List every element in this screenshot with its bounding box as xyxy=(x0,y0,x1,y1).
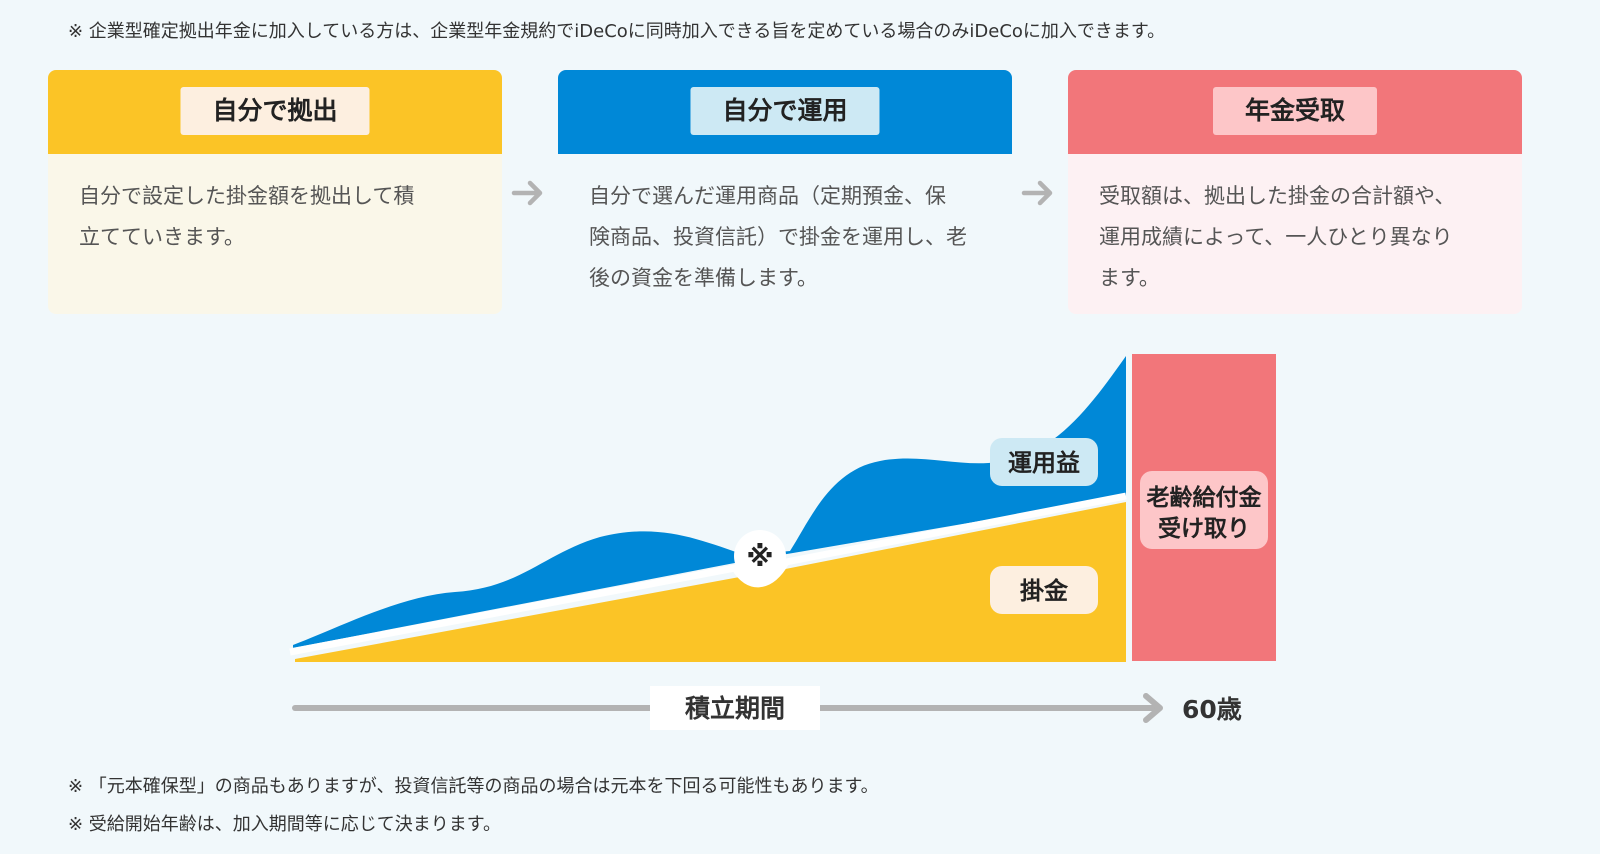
step-card-header: 年金受取 xyxy=(1068,70,1522,154)
payout-label-box xyxy=(1140,471,1268,549)
timeline-arrowhead xyxy=(1143,693,1163,723)
investment-gain-area xyxy=(293,356,1126,648)
step-card-contribute: 自分で拠出 自分で設定した掛金額を拠出して積 立てていきます。 xyxy=(48,70,502,314)
payout-label-line: 老齢給付金 xyxy=(1146,484,1263,511)
axis-label-box xyxy=(650,686,820,730)
step-description-line: ます。 xyxy=(1099,266,1160,290)
bottom-note: ※ 「元本確保型」の商品もありますが、投資信託等の商品の場合は元本を下回る可能性… xyxy=(68,776,879,797)
right-arrow-icon xyxy=(1021,180,1053,206)
step-description-line: 後の資金を準備します。 xyxy=(589,266,818,290)
dip-mark: ※ xyxy=(746,540,773,573)
contribution-area xyxy=(295,502,1126,662)
step-description: 自分で選んだ運用商品（定期預金、保 険商品、投資信託）で掛金を運用し、老 後の資… xyxy=(558,154,1012,314)
step-description: 受取額は、拠出した掛金の合計額や、 運用成績によって、一人ひとり異なり ます。 xyxy=(1068,154,1522,314)
bottom-note: ※ 受給開始年齢は、加入期間等に応じて決まります。 xyxy=(68,814,502,835)
principal-line xyxy=(289,492,1127,656)
step-title: 年金受取 xyxy=(1212,87,1378,135)
step-card-header: 自分で拠出 xyxy=(48,70,502,154)
top-note: ※ 企業型確定拠出年金に加入している方は、企業型年金規約でiDeCoに同時加入で… xyxy=(68,21,1166,42)
step-card-receive: 年金受取 受取額は、拠出した掛金の合計額や、 運用成績によって、一人ひとり異なり… xyxy=(1068,70,1522,314)
gain-label: 運用益 xyxy=(1008,449,1080,477)
step-description-line: 立てていきます。 xyxy=(79,225,245,249)
right-arrow-icon xyxy=(511,180,543,206)
contribution-label-box xyxy=(990,566,1098,614)
step-description-line: 自分で選んだ運用商品（定期預金、保 xyxy=(589,184,946,208)
step-description-line: 自分で設定した掛金額を拠出して積 xyxy=(79,184,415,208)
gain-label-box xyxy=(990,438,1098,486)
payout-label-line: 受け取り xyxy=(1158,515,1250,542)
step-description-line: 険商品、投資信託）で掛金を運用し、老 xyxy=(589,225,967,249)
contribution-label: 掛金 xyxy=(1020,577,1069,605)
axis-label: 積立期間 xyxy=(685,694,785,723)
step-card-invest: 自分で運用 自分で選んだ運用商品（定期預金、保 険商品、投資信託）で掛金を運用し… xyxy=(558,70,1012,314)
step-description: 自分で設定した掛金額を拠出して積 立てていきます。 xyxy=(48,154,502,314)
step-description-line: 運用成績によって、一人ひとり異なり xyxy=(1099,225,1453,249)
dip-mark-background xyxy=(734,530,786,582)
step-title: 自分で拠出 xyxy=(180,87,370,135)
axis-end-label: 60歳 xyxy=(1182,695,1242,724)
step-description-line: 受取額は、拠出した掛金の合計額や、 xyxy=(1099,184,1456,208)
step-card-header: 自分で運用 xyxy=(558,70,1012,154)
step-title: 自分で運用 xyxy=(690,87,880,135)
